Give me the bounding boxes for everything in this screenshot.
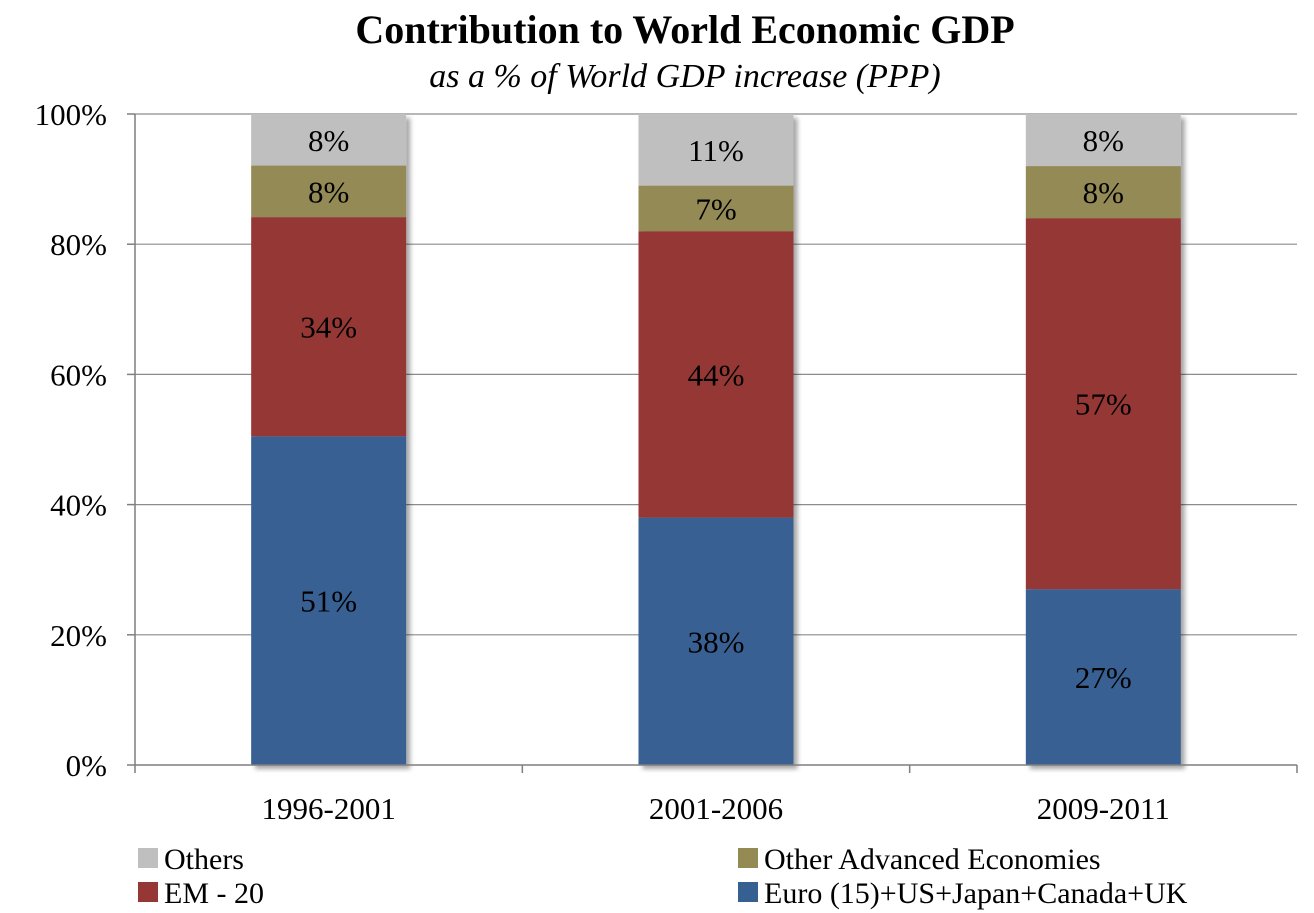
chart-title: Contribution to World Economic GDP (355, 7, 1015, 52)
data-label: 8% (1083, 175, 1124, 210)
bar-segment (251, 165, 407, 218)
x-tick-label: 2001-2006 (649, 791, 783, 826)
axes: 0% 20% 40% 60% 80% 100% 1996-2001 2001-2006 2009… (35, 97, 1298, 826)
data-label: 38% (688, 624, 745, 659)
bars: 51% 34% 8% 8% 38% 44% 7% 11% 27% 57% 8% 8% (251, 114, 1181, 765)
data-label: 7% (695, 191, 736, 226)
legend-label-euro-us-japan: Euro (15)+US+Japan+Canada+UK (764, 877, 1188, 910)
bar-segment (251, 114, 407, 166)
bar-segment (638, 517, 794, 765)
legend-swatch-other-advanced (738, 848, 758, 868)
y-tick-label: 40% (50, 488, 107, 523)
data-label: 34% (300, 310, 357, 345)
data-label: 44% (688, 357, 745, 392)
data-label: 57% (1075, 387, 1132, 422)
y-tick-label: 80% (50, 227, 107, 262)
legend-item-others: Others (138, 843, 244, 877)
legend-swatch-euro-us-japan (738, 882, 758, 902)
x-tick-label: 1996-2001 (262, 791, 396, 826)
bar-stack (638, 114, 794, 765)
legend-label-other-advanced: Other Advanced Economies (764, 843, 1101, 876)
legend-swatch-others (138, 848, 158, 868)
bar-segment (1025, 589, 1181, 765)
legend-item-other-advanced: Other Advanced Economies (738, 843, 1101, 877)
data-label: 8% (1083, 123, 1124, 158)
data-label: 27% (1075, 660, 1132, 695)
bar-segment (638, 231, 794, 518)
legend-item-em-20: EM - 20 (138, 877, 264, 911)
bar-segment (251, 217, 407, 437)
bar-stack (1025, 114, 1181, 765)
bar-segment (638, 114, 794, 186)
y-tick-label: 0% (66, 748, 107, 783)
bar-segment (1025, 114, 1181, 167)
bar-segment (1025, 218, 1181, 590)
y-tick-label: 100% (35, 97, 107, 132)
y-tick-label: 60% (50, 357, 107, 392)
data-label: 8% (308, 123, 349, 158)
legend-label-others: Others (164, 843, 244, 876)
chart-subtitle: as a % of World GDP increase (PPP) (429, 58, 941, 95)
x-tick-label: 2009-2011 (1037, 791, 1170, 826)
bar-segment (251, 436, 407, 765)
legend-item-euro-us-japan: Euro (15)+US+Japan+Canada+UK (738, 877, 1187, 911)
data-label: 11% (688, 133, 744, 168)
bar-segment (1025, 166, 1181, 219)
bar-stack (251, 114, 407, 765)
data-label: 8% (308, 174, 349, 209)
y-tick-label: 20% (50, 618, 107, 653)
data-label: 51% (300, 584, 357, 619)
legend-swatch-em-20 (138, 882, 158, 902)
bar-segment (638, 185, 794, 232)
legend-label-em-20: EM - 20 (164, 877, 264, 910)
